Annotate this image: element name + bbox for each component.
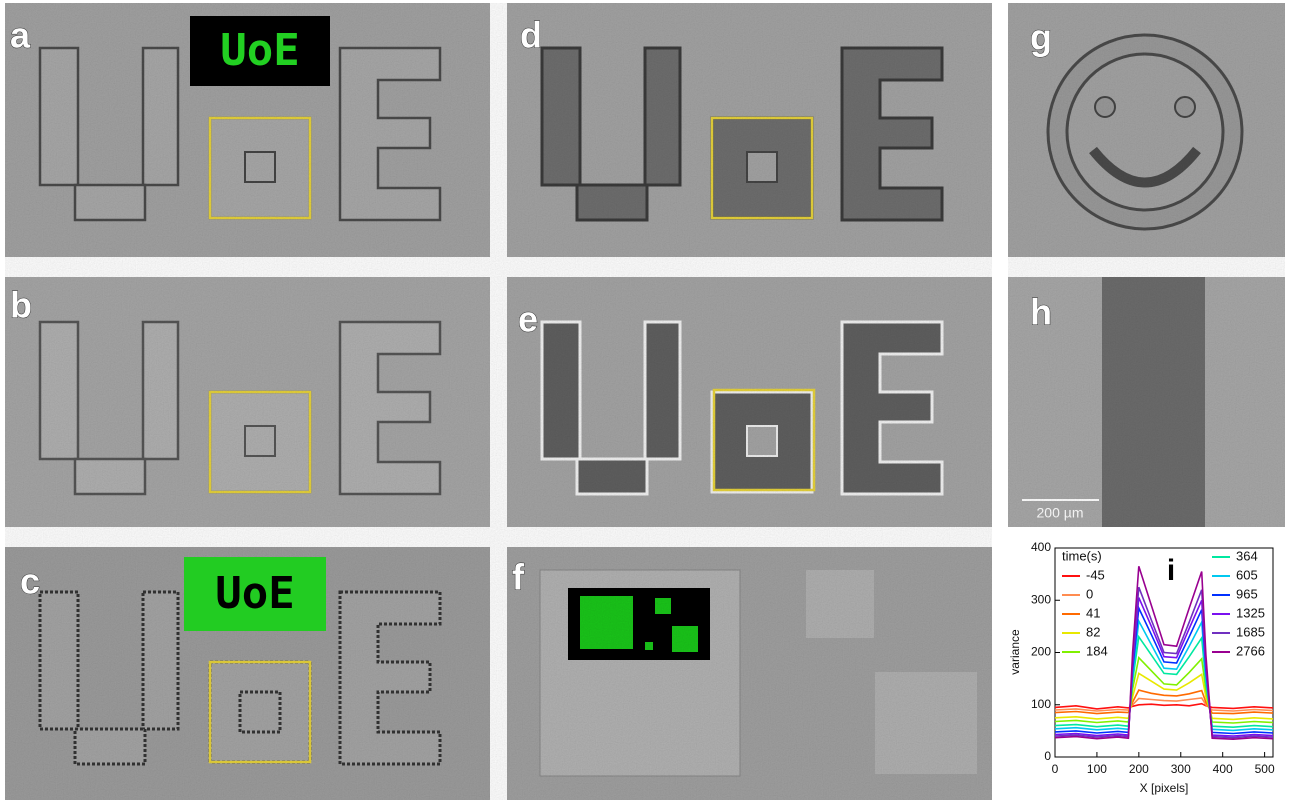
legend-label: 82: [1086, 624, 1100, 639]
y-axis-label: variance: [1008, 629, 1022, 675]
panel-label: b: [10, 285, 32, 326]
y-tick-label: 100: [1031, 697, 1051, 711]
legend-label: 1325: [1236, 605, 1265, 620]
panel-label: d: [520, 15, 542, 56]
panel-label: e: [518, 299, 538, 340]
panel-label: f: [512, 557, 525, 598]
legend-label: 184: [1086, 643, 1108, 658]
x-tick-label: 100: [1087, 762, 1107, 776]
inset-text: UoE: [215, 568, 294, 619]
panel-label: a: [10, 15, 31, 56]
legend-label: 965: [1236, 586, 1258, 601]
y-tick-label: 300: [1031, 592, 1051, 606]
x-tick-label: 400: [1213, 762, 1233, 776]
x-tick-label: 0: [1052, 762, 1059, 776]
legend-label: -45: [1086, 567, 1105, 582]
x-axis-label: X [pixels]: [1140, 781, 1189, 795]
x-tick-label: 300: [1171, 762, 1191, 776]
legend-label: 364: [1236, 548, 1258, 563]
panel-label: h: [1030, 292, 1052, 333]
figure: 200 µm UoE UoE a b c d e f g h i X [pixe…: [0, 0, 1299, 803]
y-tick-label: 200: [1031, 645, 1051, 659]
legend-title: time(s): [1062, 548, 1102, 563]
panel-label: g: [1030, 17, 1052, 58]
x-tick-label: 200: [1129, 762, 1149, 776]
x-tick-label: 500: [1255, 762, 1275, 776]
legend-label: 1685: [1236, 624, 1265, 639]
inset-text: UoE: [220, 25, 299, 76]
page: {"figure":{"panels":[{"label":"a","inset…: [0, 0, 1299, 803]
legend-label: 0: [1086, 586, 1093, 601]
panel-label: c: [20, 561, 40, 602]
noise: [5, 3, 992, 800]
noise: [1008, 3, 1285, 527]
legend-label: 41: [1086, 605, 1100, 620]
y-tick-label: 0: [1044, 749, 1051, 763]
y-tick-label: 400: [1031, 540, 1051, 554]
legend-label: 2766: [1236, 643, 1265, 658]
legend-label: 605: [1236, 567, 1258, 582]
chart: i X [pixels] variance time(s) 0 100 200 300…: [1008, 540, 1275, 795]
panel-label: i: [1167, 554, 1175, 587]
